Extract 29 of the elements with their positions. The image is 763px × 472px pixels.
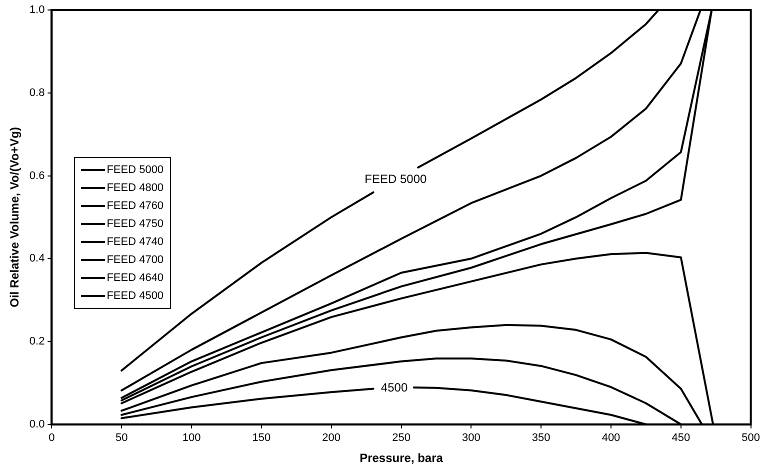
- legend-label: FEED 4750: [106, 218, 164, 230]
- legend-label: FEED 4700: [106, 254, 164, 266]
- y-tick-label: 0.0: [29, 418, 45, 430]
- x-tick-label: 100: [182, 432, 201, 444]
- legend-label: FEED 4800: [106, 182, 164, 194]
- x-tick-label: 150: [252, 432, 271, 444]
- y-tick-label: 0.2: [29, 336, 45, 348]
- x-tick-label: 300: [462, 432, 480, 444]
- x-tick-label: 0: [48, 432, 55, 444]
- y-tick-label: 1.0: [29, 4, 45, 16]
- x-tick-label: 500: [742, 432, 760, 444]
- y-axis-title: Oil Relative Volume, Vo/(Vo+Vg): [8, 127, 22, 308]
- x-axis-title: Pressure, bara: [360, 451, 444, 466]
- annotation: 4500: [380, 380, 408, 394]
- x-tick-label: 450: [672, 432, 690, 444]
- y-tick-label: 0.6: [29, 170, 45, 182]
- legend-label: FEED 4740: [106, 236, 164, 248]
- legend-label: FEED 4760: [106, 200, 164, 212]
- annotation: FEED 5000: [364, 172, 427, 186]
- y-tick-label: 0.8: [29, 86, 45, 99]
- x-tick-label: 350: [532, 432, 550, 444]
- x-tick-label: 50: [115, 432, 128, 444]
- legend-label: FEED 4640: [106, 272, 164, 284]
- x-tick-label: 200: [322, 432, 341, 444]
- legend-label: FEED 4500: [106, 290, 164, 302]
- x-tick-label: 250: [392, 432, 410, 444]
- legend-label: FEED 5000: [106, 164, 164, 176]
- y-tick-label: 0.4: [29, 252, 45, 265]
- x-tick-label: 400: [602, 432, 620, 444]
